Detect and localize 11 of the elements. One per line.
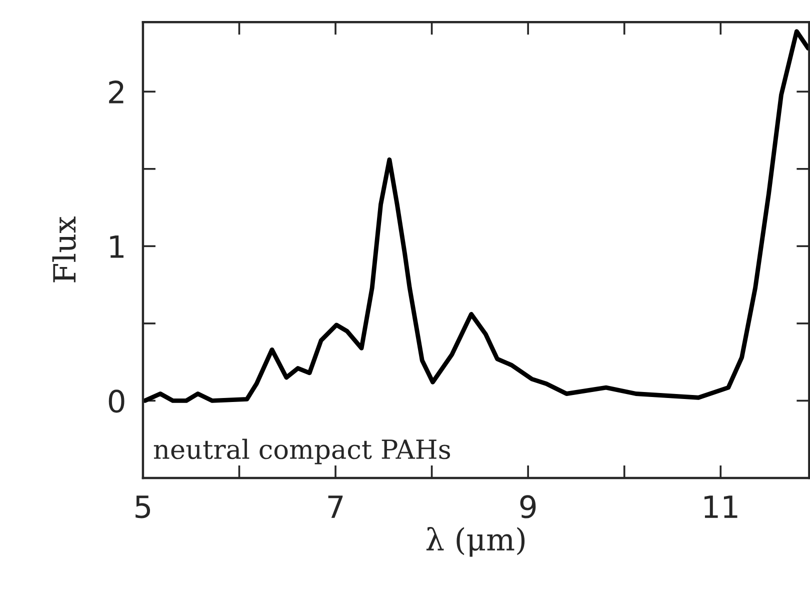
x-tick-label: 5 <box>136 496 150 518</box>
y-tick-label: 0 <box>108 390 124 413</box>
x-tick-label: 7 <box>328 496 343 518</box>
y-tick-label: 1 <box>110 236 124 258</box>
x-tick-label: 11 <box>704 496 738 518</box>
line-series <box>142 29 810 403</box>
y-tick-label: 2 <box>109 80 124 104</box>
annotation: neutral compact PAHs <box>154 438 450 464</box>
y-axis-title: Flux <box>52 216 76 282</box>
x-axis-title: λ (μm) <box>426 526 525 557</box>
x-tick-label: 9 <box>520 495 536 518</box>
